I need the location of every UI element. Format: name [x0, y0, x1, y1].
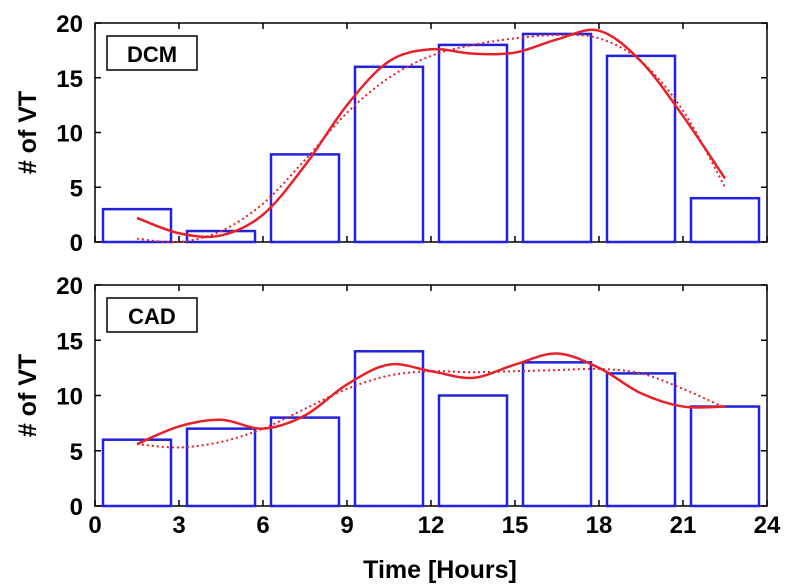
cad-y-tick-label: 5 — [70, 439, 83, 466]
dcm-bar — [101, 207, 173, 244]
dcm-label-box — [106, 35, 198, 71]
x-tick-label: 9 — [340, 512, 353, 539]
cad-bar — [269, 416, 341, 508]
cad-y-tick-label: 20 — [56, 273, 83, 300]
cad-y-axis-label: # of VT — [14, 354, 42, 437]
dcm-fit-dotted — [136, 33, 726, 244]
cad-bar — [185, 427, 257, 508]
cad-label-box — [106, 297, 198, 333]
dcm-y-tick-label: 10 — [56, 121, 83, 148]
cad-y-tick-label: 0 — [70, 494, 83, 521]
x-tick-label: 0 — [88, 512, 101, 539]
cad-label: CAD — [128, 304, 176, 329]
dcm-y-tick-label: 0 — [70, 230, 83, 257]
cad-bar — [101, 438, 173, 508]
x-tick-label: 24 — [754, 512, 781, 539]
dcm-y-axis-label: # of VT — [14, 91, 42, 174]
x-tick-label: 21 — [670, 512, 697, 539]
dcm-label: DCM — [127, 42, 177, 67]
dcm-bar — [353, 65, 425, 244]
cad-bar — [437, 394, 509, 508]
dcm-bar — [689, 196, 761, 244]
x-tick-label: 18 — [586, 512, 613, 539]
panel-cad: 0 3 6 9 12 15 18 21 24 0 5 10 15 20 CAD # of VT — [14, 273, 781, 539]
cad-bar — [605, 372, 677, 508]
cad-fit-solid — [136, 352, 726, 446]
panel-dcm: 0 5 10 15 20 DCM # of VT — [14, 11, 768, 257]
x-tick-label: 3 — [172, 512, 185, 539]
cad-bar — [689, 405, 761, 508]
dcm-y-tick-label: 5 — [70, 175, 83, 202]
cad-bar — [353, 350, 425, 508]
cad-y-tick-label: 15 — [56, 328, 83, 355]
dcm-bar — [269, 153, 341, 244]
dcm-y-tick-label: 15 — [56, 66, 83, 93]
dcm-bar — [605, 54, 677, 244]
dcm-bar — [521, 32, 593, 244]
x-tick-label: 12 — [418, 512, 445, 539]
cad-y-tick-label: 10 — [56, 384, 83, 411]
x-tick-label: 15 — [502, 512, 529, 539]
cad-bar — [521, 361, 593, 508]
dcm-y-tick-label: 20 — [56, 11, 83, 38]
cad-fit-dotted — [136, 367, 726, 449]
dcm-fit-solid — [136, 28, 727, 239]
x-axis-label: Time [Hours] — [363, 556, 517, 584]
dcm-bar — [437, 43, 509, 244]
x-tick-label: 6 — [256, 512, 269, 539]
